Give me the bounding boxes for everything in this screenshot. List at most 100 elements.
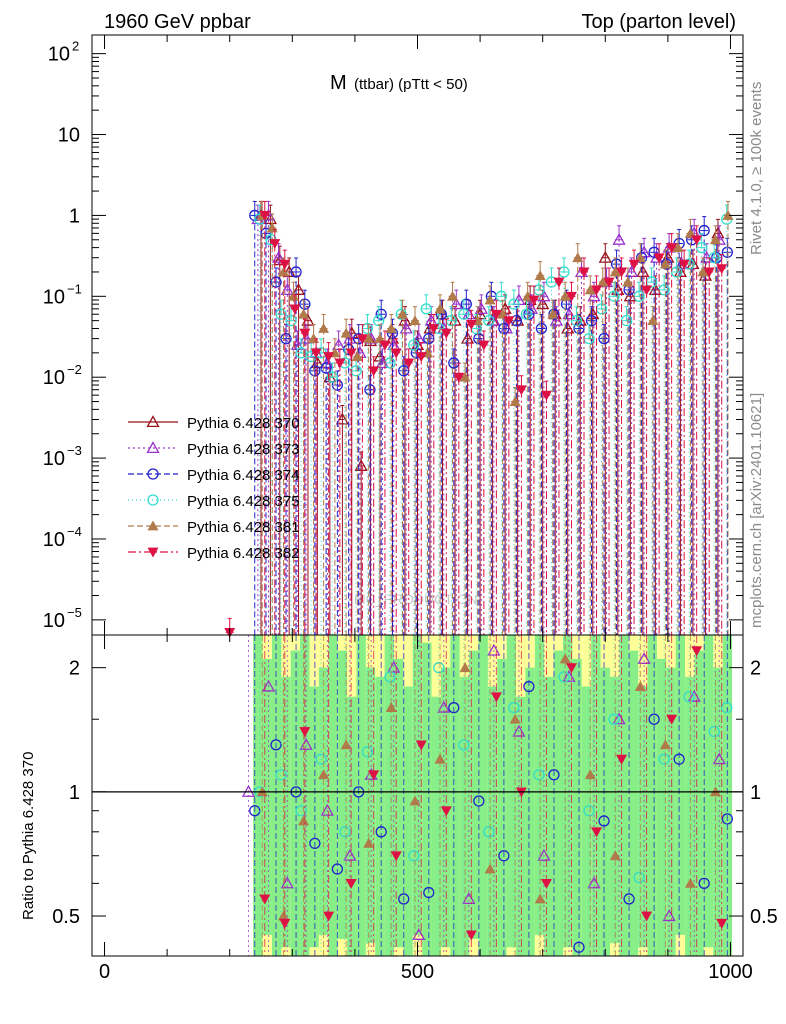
ratio-y-tick-label-right: 1	[750, 782, 761, 804]
series-point	[611, 283, 625, 295]
ratio-uncertainty-bands	[253, 635, 733, 956]
series-point	[415, 352, 427, 363]
series-point	[540, 390, 552, 401]
series-point	[659, 258, 671, 269]
series-point	[423, 332, 435, 345]
ratio-y-tick-label: 2	[69, 658, 80, 680]
ratio-series-point	[533, 769, 545, 781]
band-green	[600, 667, 610, 956]
ratio-series-point	[683, 691, 695, 703]
mcplots-reference-label: mcplots.cern.ch [arXiv:2401.10621]	[748, 393, 765, 628]
y-tick-exponent: −2	[67, 362, 82, 377]
series-point	[628, 259, 640, 270]
series-point	[320, 356, 334, 369]
ratio-series-point	[375, 826, 387, 838]
ratio-series-point	[415, 740, 427, 751]
ratio-series-point	[484, 863, 496, 874]
series-point	[343, 331, 357, 344]
ratio-series-point	[508, 701, 520, 714]
band-green	[403, 686, 413, 956]
plot-title-main: M	[330, 72, 347, 94]
ratio-y-tick-label-right: 2	[750, 658, 761, 680]
ratio-series-point	[658, 753, 670, 765]
series-point	[368, 366, 380, 377]
series-point	[331, 379, 344, 391]
series-point	[490, 309, 502, 320]
legend-entry: Pythia 6.428 382	[128, 545, 300, 562]
series-point	[503, 316, 515, 327]
ratio-series-point	[318, 769, 330, 780]
band-green	[581, 686, 592, 956]
series-point	[721, 246, 734, 258]
ratio-series-point	[698, 877, 710, 890]
band-green	[525, 667, 535, 956]
main-panel-series	[224, 200, 734, 638]
series-point	[440, 328, 452, 339]
ratio-series-point	[409, 795, 421, 806]
series-point	[515, 385, 527, 396]
ratio-series-point	[408, 850, 420, 862]
series-point	[271, 250, 286, 263]
series-point	[612, 232, 626, 245]
band-green	[375, 676, 385, 956]
y-tick-label: 10	[43, 610, 65, 632]
ratio-series-point	[448, 701, 460, 714]
ratio-series-point	[465, 930, 477, 941]
ratio-panel-frame	[91, 634, 744, 957]
band-green	[563, 635, 573, 948]
band-green	[337, 650, 348, 939]
series-point	[634, 252, 646, 263]
band-green	[722, 635, 733, 956]
series-point	[308, 333, 320, 344]
ratio-series-point	[275, 769, 287, 781]
series-point	[697, 266, 709, 277]
band-green	[656, 658, 667, 956]
series-point	[684, 227, 696, 238]
series-point	[670, 266, 683, 278]
header-right: Top (parton level)	[581, 11, 736, 33]
legend-label: Pythia 6.428 374	[187, 467, 300, 484]
series-point	[375, 308, 387, 320]
series-point	[573, 313, 587, 326]
band-green	[309, 686, 319, 948]
series-point	[275, 308, 287, 320]
rivet-version-label: Rivet 4.1.0, ≥ 100k events	[748, 82, 765, 255]
ratio-series-point	[573, 941, 585, 953]
ratio-axis-title: Ratio to Pythia 6.428 370	[20, 752, 37, 920]
ratio-series-point	[540, 878, 552, 889]
band-green	[666, 667, 676, 956]
ratio-series-point	[558, 671, 570, 683]
ratio-series-group	[249, 635, 734, 956]
ratio-series-point	[608, 713, 620, 725]
ratio-series-point	[687, 689, 701, 702]
legend-label: Pythia 6.428 370	[187, 415, 300, 432]
series-point	[716, 264, 728, 275]
ratio-series-point	[423, 886, 435, 899]
series-point	[465, 319, 477, 330]
ratio-series-point	[299, 727, 311, 738]
series-point	[310, 348, 322, 359]
ratio-series-point	[473, 795, 485, 807]
band-green	[619, 635, 629, 956]
y-tick-label: 10	[58, 125, 80, 147]
band-green	[431, 696, 441, 956]
series-point	[483, 315, 495, 327]
series-point	[288, 290, 300, 301]
series-point	[278, 266, 290, 277]
ratio-series-point	[662, 909, 676, 922]
ratio-series-point	[440, 806, 452, 817]
ratio-y-tick-label: 0.5	[52, 906, 80, 928]
series-point	[578, 267, 590, 278]
series-point	[666, 243, 678, 254]
ratio-series-point	[249, 805, 261, 817]
series-point	[641, 285, 653, 296]
ratio-series-point	[345, 878, 357, 889]
series-point	[653, 253, 665, 264]
series-point	[270, 276, 282, 288]
series-point	[408, 339, 420, 351]
series-point	[497, 308, 509, 319]
series-point	[691, 235, 703, 246]
series-point	[453, 372, 465, 383]
band-green	[384, 635, 395, 956]
